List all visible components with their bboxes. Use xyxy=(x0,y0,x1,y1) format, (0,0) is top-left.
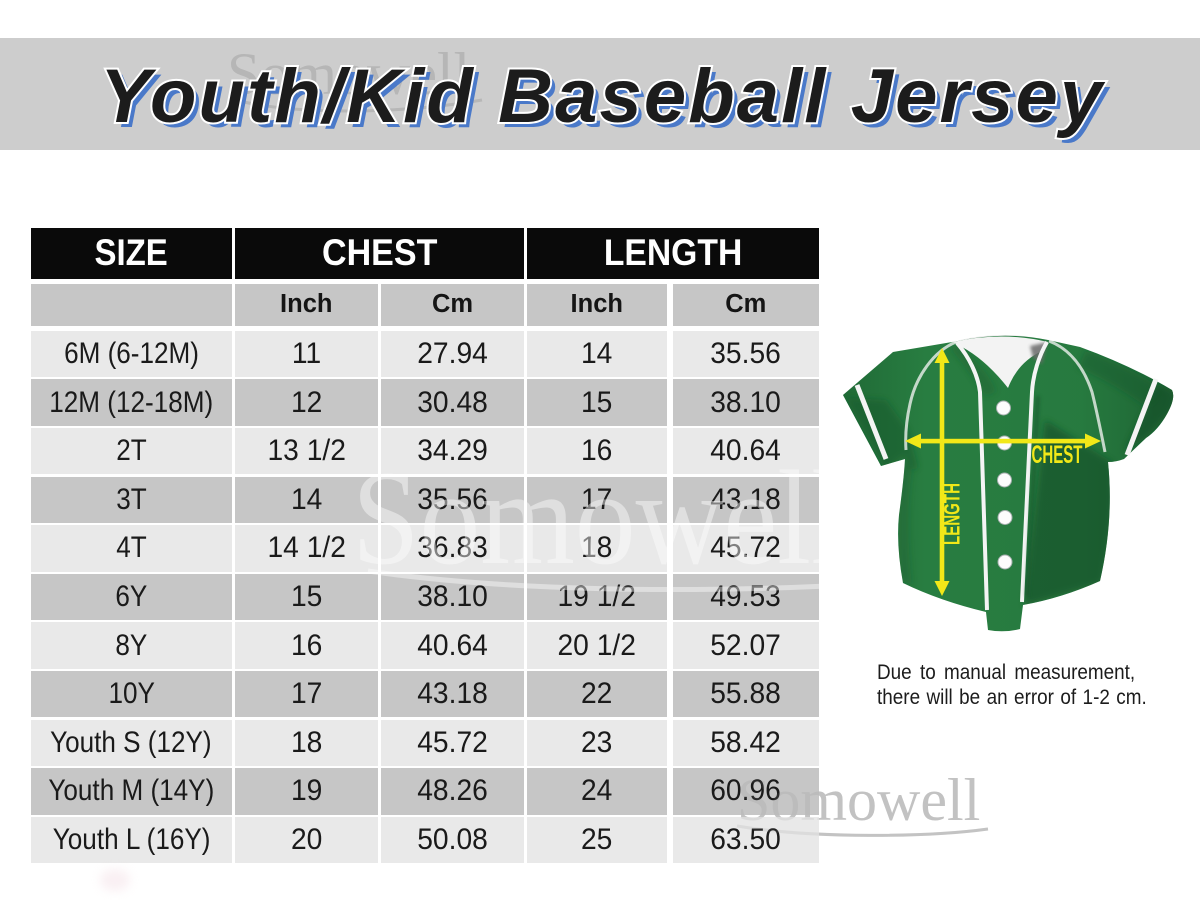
svg-text:LENGTH: LENGTH xyxy=(940,483,965,545)
svg-text:CHEST: CHEST xyxy=(1032,441,1083,469)
